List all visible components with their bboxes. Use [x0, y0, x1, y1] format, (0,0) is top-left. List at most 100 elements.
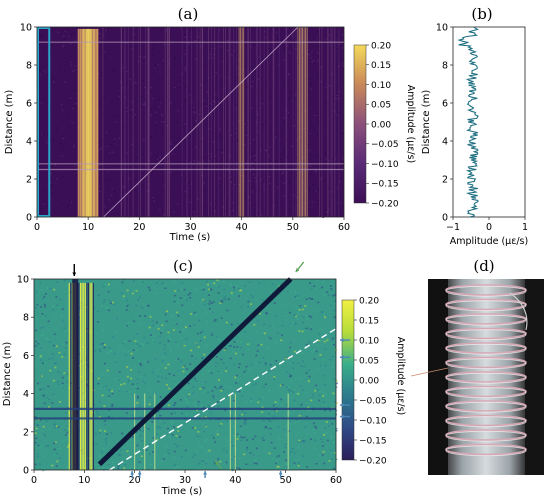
- panel-c-noise: [197, 400, 200, 403]
- panel-c-noise: [331, 339, 334, 342]
- panel-c-noise: [239, 425, 242, 428]
- panel-c-noise: [322, 391, 325, 394]
- panel-c-noise: [304, 305, 307, 307]
- panel-c-noise: [175, 435, 178, 437]
- panel-a-noise: [197, 36, 199, 38]
- panel-c-noise: [322, 394, 325, 397]
- panel-c-noise: [269, 433, 272, 435]
- panel-c-noise: [182, 370, 185, 373]
- panel-c-noise: [169, 347, 172, 349]
- panel-c-noise: [289, 362, 292, 365]
- panel-c-noise: [229, 386, 232, 389]
- panel-a-noise: [283, 182, 285, 185]
- panel-c-noise: [152, 437, 155, 439]
- panel-a-noise: [316, 37, 318, 39]
- panel-c-noise: [214, 319, 217, 321]
- panel-a-noise: [255, 88, 258, 90]
- panel-c-noise: [315, 463, 318, 465]
- panel-c-noise: [287, 350, 290, 353]
- panel-c-noise: [161, 328, 164, 331]
- panel-c-noise: [70, 459, 73, 461]
- panel-c-noise: [240, 306, 243, 308]
- panel-a-noise: [158, 31, 161, 33]
- panel-a-noise: [170, 172, 173, 174]
- panel-a-noise: [259, 130, 262, 132]
- panel-c-noise: [229, 414, 232, 417]
- panel-c-noise: [106, 369, 109, 372]
- panel-c-noise: [192, 392, 195, 395]
- panel-c-noise: [203, 390, 206, 393]
- panel-c-noise: [334, 452, 337, 454]
- panel-c-noise: [232, 399, 235, 402]
- panel-c-ytick-label: 0: [23, 466, 29, 477]
- panel-c-noise: [159, 414, 162, 417]
- panel-a-noise: [169, 141, 172, 143]
- photo-coil: [445, 385, 527, 398]
- panel-c-noise: [332, 362, 335, 365]
- panel-a-noise: [332, 158, 334, 160]
- panel-a-noise: [264, 56, 266, 58]
- panel-a-noise: [225, 210, 227, 212]
- panel-c-noise: [238, 321, 241, 324]
- panel-c-noise: [177, 430, 180, 432]
- panel-c-noise: [138, 359, 141, 362]
- panel-c-noise: [238, 363, 241, 365]
- panel-a-noise: [331, 66, 333, 68]
- panel-c-noise: [99, 387, 102, 390]
- panel-a-noise: [115, 143, 117, 145]
- panel-c-noise: [171, 423, 174, 425]
- panel-c-noise: [334, 294, 337, 296]
- panel-c-noise: [239, 346, 242, 349]
- panel-a-noise: [268, 146, 271, 148]
- panel-c-noise: [289, 324, 292, 327]
- panel-c-noise: [266, 420, 269, 422]
- panel-c-noise: [241, 413, 244, 416]
- panel-c-noise: [314, 439, 317, 442]
- panel-a-noise: [208, 53, 211, 56]
- panel-c-noise: [59, 401, 62, 403]
- panel-c-noise: [96, 463, 99, 466]
- panel-c-noise: [142, 430, 145, 433]
- panel-c-noise: [205, 311, 208, 313]
- panel-a-noise: [201, 104, 204, 106]
- panel-c-noise: [191, 427, 194, 429]
- panel-a-noise: [219, 29, 221, 31]
- panel-a-noise: [248, 180, 251, 182]
- panel-c-noise: [139, 435, 142, 437]
- panel-a-noise: [130, 156, 132, 158]
- panel-c-noise: [139, 315, 142, 317]
- panel-a-noise: [227, 37, 230, 40]
- panel-a-noise: [46, 140, 48, 142]
- panel-a-noise: [64, 38, 66, 40]
- panel-c-noise: [238, 467, 241, 470]
- panel-a-noise: [114, 69, 116, 71]
- photo-coil-highlight: [445, 401, 527, 413]
- panel-a-noise: [309, 57, 312, 59]
- panel-c-noise: [267, 427, 270, 430]
- panel-a-noise: [72, 107, 75, 110]
- panel-a-noise: [171, 153, 174, 155]
- panel-a-noise: [302, 98, 304, 100]
- photo-coil: [445, 371, 527, 383]
- panel-a-noise: [339, 112, 341, 114]
- panel-c-noise: [35, 329, 38, 332]
- panel-c-noise: [208, 449, 211, 452]
- panel-c-noise: [297, 391, 300, 393]
- panel-a-noise: [275, 31, 278, 33]
- panel-c-noise: [256, 319, 259, 322]
- panel-c-noise: [206, 391, 209, 394]
- panel-a-noise: [143, 87, 146, 89]
- panel-a-noise: [154, 159, 157, 161]
- panel-a-noise: [219, 147, 222, 149]
- panel-a-noise: [288, 181, 291, 183]
- panel-c-noise: [174, 383, 177, 385]
- panel-c-noise: [303, 440, 306, 442]
- panel-c-xtick-label: 0: [31, 475, 37, 486]
- panel-c-noise: [262, 357, 265, 359]
- panel-a-noise: [142, 185, 145, 187]
- panel-c-noise: [126, 289, 129, 292]
- panel-c-noise: [225, 367, 228, 369]
- panel-a-noise: [118, 95, 121, 98]
- panel-c-noise: [201, 357, 204, 360]
- panel-a-noise: [221, 135, 223, 138]
